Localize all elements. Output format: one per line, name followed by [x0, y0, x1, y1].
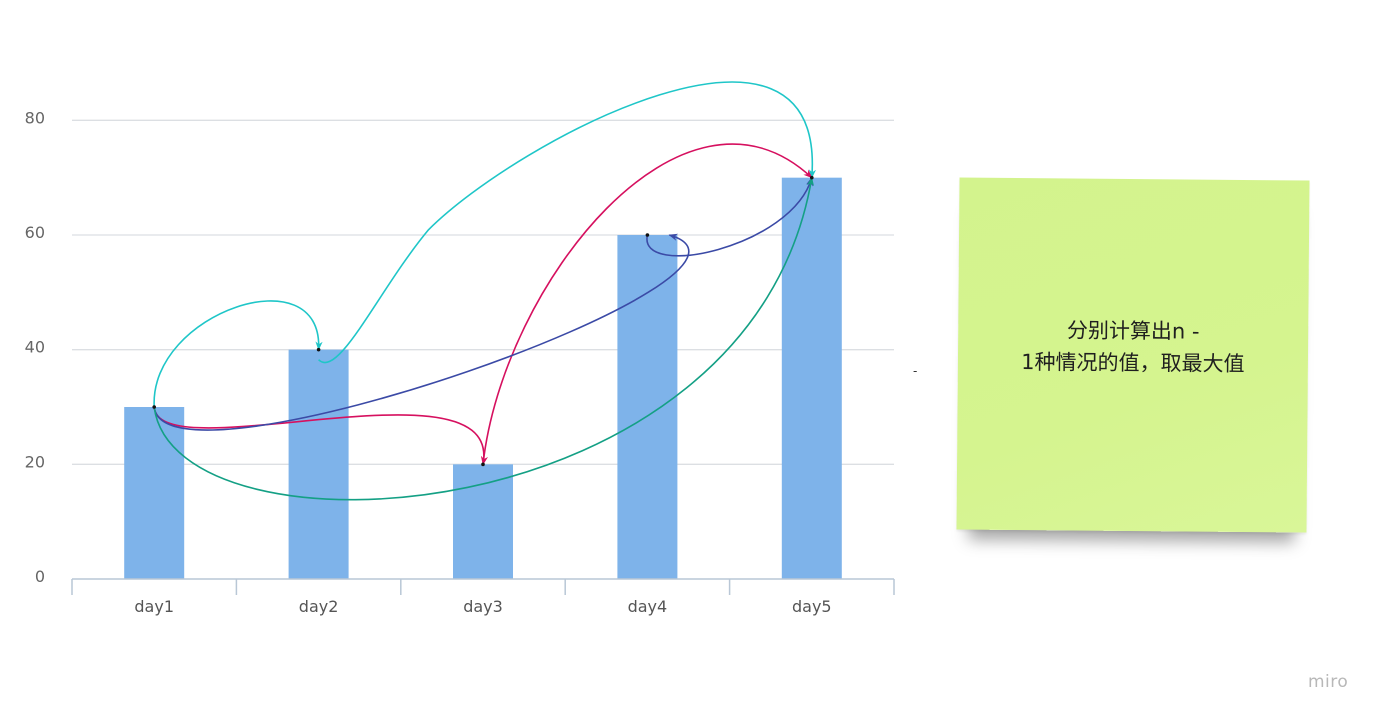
- connector-arrows: [153, 81, 816, 501]
- anchor-point-day3: [481, 462, 485, 467]
- bars: [124, 177, 842, 579]
- y-tick-label: 20: [25, 452, 45, 471]
- bar-day5: [781, 177, 842, 579]
- arrow-day1-to-day2[interactable]: [153, 300, 323, 408]
- y-axis-ticks: 0 20 40 60 80: [25, 108, 45, 586]
- y-tick-label: 0: [35, 567, 45, 586]
- y-tick-label: 60: [25, 223, 45, 242]
- anchor-point-day2: [316, 347, 321, 352]
- x-tick-label: day3: [463, 597, 503, 616]
- sticky-note-text: 分别计算出n - 1种情况的值，取最大值: [1021, 318, 1245, 376]
- bar-day2: [288, 349, 349, 579]
- arrow-day4-to-day5[interactable]: [646, 176, 814, 257]
- x-tick-label: day5: [792, 597, 832, 616]
- anchor-point-day4: [645, 233, 650, 237]
- x-axis-ticks: day1 day2 day3 day4 day5: [134, 597, 831, 616]
- x-axis: [71, 578, 895, 595]
- bar-day4: [617, 235, 678, 579]
- y-tick-label: 40: [25, 338, 45, 357]
- y-tick-label: 80: [25, 108, 45, 127]
- arrow-day1-to-day3[interactable]: [153, 406, 488, 466]
- bar-day3: [453, 464, 513, 579]
- x-tick-label: day2: [299, 597, 339, 616]
- arrow-day3-to-day5[interactable]: [482, 143, 813, 465]
- anchor-point-day5: [810, 175, 814, 180]
- bar-day1: [124, 407, 185, 579]
- sticky-note[interactable]: 分别计算出n - 1种情况的值，取最大值: [956, 177, 1310, 533]
- arrow-day1-to-day5[interactable]: [153, 176, 815, 501]
- x-tick-label: day4: [628, 597, 668, 616]
- arrow-day1-to-day4[interactable]: [153, 233, 690, 431]
- connector-points: [152, 175, 814, 467]
- anchor-point-day1: [152, 405, 156, 409]
- arrow-day2-to-day5[interactable]: [318, 81, 816, 364]
- stray-mark: -: [913, 364, 918, 378]
- miro-watermark: miro: [1308, 672, 1349, 692]
- x-tick-label: day1: [134, 597, 174, 616]
